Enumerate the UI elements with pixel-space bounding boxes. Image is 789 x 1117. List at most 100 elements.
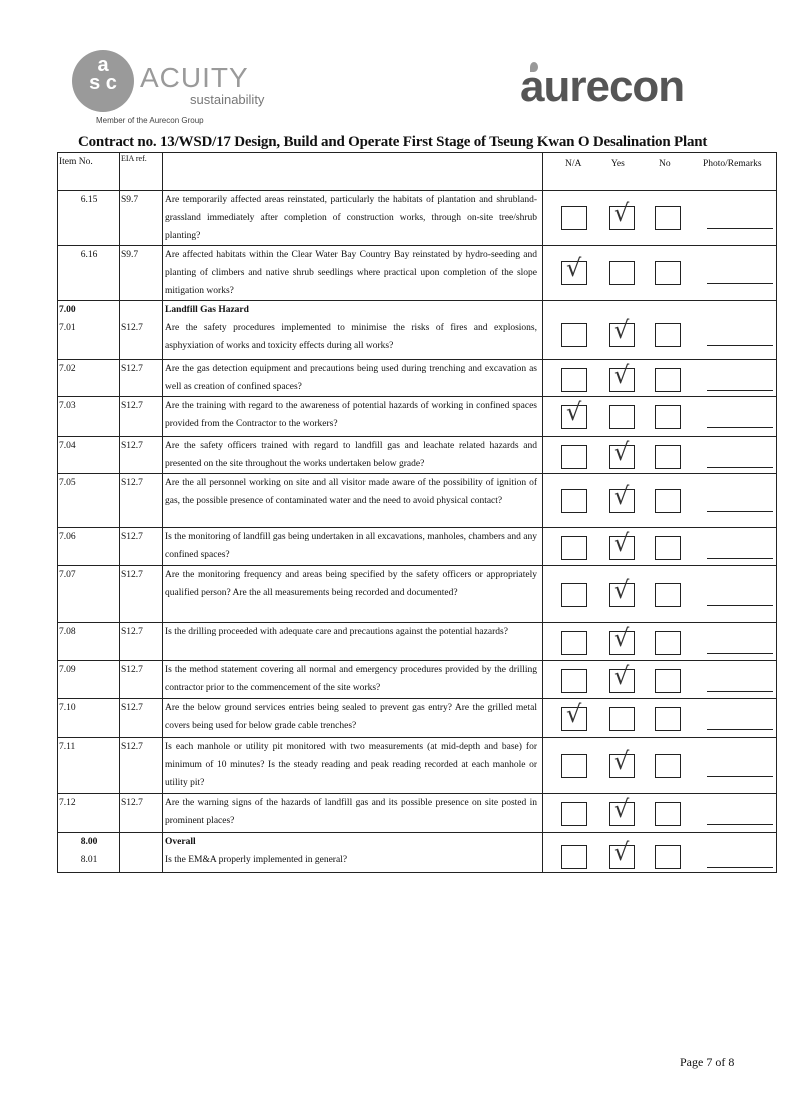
checkbox-na[interactable] — [561, 368, 587, 392]
checkbox-yes[interactable]: √ — [609, 531, 635, 560]
item-no-cell: 7.03 — [57, 396, 120, 437]
eia-ref-cell: S12.7 — [119, 527, 163, 566]
checkbox-yes[interactable]: √ — [609, 797, 635, 826]
checkbox-yes[interactable]: √ — [609, 318, 635, 347]
checkbox-no[interactable] — [655, 322, 681, 347]
checkbox-na[interactable] — [561, 631, 587, 655]
answer-cell: √ — [542, 793, 777, 833]
question-cell: Is the method statement covering all nor… — [162, 660, 543, 699]
item-number: 7.06 — [59, 532, 76, 542]
checkmark-icon: √ — [566, 254, 582, 282]
eia-ref-cell: S12.7 — [119, 396, 163, 437]
aurecon-logo: aurecon — [520, 62, 685, 111]
item-no-cell: 7.02 — [57, 359, 120, 397]
answer-cell: √ — [542, 190, 777, 246]
eia-ref-cell — [119, 832, 163, 873]
checkbox-yes[interactable] — [609, 405, 635, 429]
checkbox-yes[interactable]: √ — [609, 363, 635, 392]
eia-ref: S12.7 — [121, 364, 143, 374]
item-no-cell: 7.07 — [57, 565, 120, 623]
eia-spacer — [121, 301, 162, 319]
question-text: Are the training with regard to the awar… — [165, 401, 537, 429]
checkbox-no[interactable] — [655, 368, 681, 392]
checkbox-no[interactable] — [655, 405, 681, 429]
checkbox-na[interactable] — [561, 322, 587, 347]
checkbox-yes[interactable] — [609, 707, 635, 731]
section-title: Overall — [165, 837, 196, 847]
eia-ref: S12.7 — [121, 532, 143, 542]
answer-cell: √ — [542, 622, 777, 661]
checkbox-yes[interactable]: √ — [609, 484, 635, 513]
checklist-table: Item No. EIA ref. N/A Yes No Photo/Remar… — [57, 152, 777, 873]
question-text: Are temporarily affected areas reinstate… — [165, 195, 537, 241]
checkbox-na[interactable] — [561, 669, 587, 693]
checkbox-yes[interactable]: √ — [609, 840, 635, 869]
checkbox-na[interactable] — [561, 582, 587, 607]
eia-ref-cell: S12.7 — [119, 660, 163, 699]
checkbox-na[interactable]: √ — [561, 400, 587, 429]
eia-ref: S12.7 — [121, 798, 143, 808]
checkbox-yes[interactable]: √ — [609, 626, 635, 655]
header-remarks: Photo/Remarks — [703, 159, 762, 169]
answer-cell: √ — [542, 359, 777, 397]
question-cell: Are the all personnel working on site an… — [162, 473, 543, 528]
checkbox-yes[interactable] — [609, 261, 635, 285]
header-no: No — [659, 159, 671, 169]
checkbox-yes[interactable]: √ — [609, 440, 635, 469]
checkbox-no[interactable] — [655, 754, 681, 778]
item-no-cell: 7.04 — [57, 436, 120, 474]
checkbox-no[interactable] — [655, 845, 681, 869]
checkbox-na[interactable]: √ — [561, 702, 587, 731]
table-row: 7.00 7.01 S12.7 Landfill Gas Hazard Are the… — [57, 300, 777, 360]
remarks-line — [707, 729, 773, 730]
item-no-cell: 6.15 — [57, 190, 120, 246]
checkbox-na[interactable] — [561, 845, 587, 869]
checkbox-no[interactable] — [655, 261, 681, 285]
remarks-line — [707, 427, 773, 428]
section-number: 7.00 — [59, 305, 76, 315]
checkmark-icon: √ — [614, 315, 630, 344]
answer-cell: √ — [542, 300, 777, 360]
checkbox-na[interactable] — [561, 445, 587, 469]
checkmark-icon: √ — [614, 438, 630, 466]
item-no-cell: 7.06 — [57, 527, 120, 566]
checkbox-yes[interactable]: √ — [609, 578, 635, 607]
answer-cell: √ — [542, 473, 777, 528]
table-row: 8.00 8.01 Overall Is the EM&A properly imp… — [57, 832, 777, 873]
checkbox-no[interactable] — [655, 445, 681, 469]
checkmark-icon: √ — [566, 398, 582, 426]
checkmark-icon: √ — [614, 795, 630, 823]
checkbox-no[interactable] — [655, 489, 681, 513]
checkbox-no[interactable] — [655, 582, 681, 607]
checkbox-na[interactable] — [561, 489, 587, 513]
eia-ref-cell: S12.7 — [119, 473, 163, 528]
eia-ref-cell: S12.7 — [119, 793, 163, 833]
eia-ref-cell: S12.7 — [119, 698, 163, 738]
item-number: 6.15 — [80, 195, 98, 205]
checkbox-yes[interactable]: √ — [609, 664, 635, 693]
answer-cell: √ — [542, 737, 777, 794]
question-cell: Are the below ground services entries be… — [162, 698, 543, 738]
checkbox-no[interactable] — [655, 536, 681, 560]
checkbox-no[interactable] — [655, 669, 681, 693]
checkbox-yes[interactable]: √ — [609, 749, 635, 778]
checkbox-no[interactable] — [655, 707, 681, 731]
table-row: 7.10 S12.7 Are the below ground services e… — [57, 698, 777, 738]
checkbox-na[interactable] — [561, 205, 587, 230]
checkbox-no[interactable] — [655, 205, 681, 230]
question-cell: Are the monitoring frequency and areas b… — [162, 565, 543, 623]
checkbox-no[interactable] — [655, 802, 681, 826]
checkbox-na[interactable]: √ — [561, 256, 587, 285]
checkbox-no[interactable] — [655, 631, 681, 655]
table-row: 7.02 S12.7 Are the gas detection equipment… — [57, 359, 777, 397]
checkbox-na[interactable] — [561, 536, 587, 560]
table-row: 7.06 S12.7 Is the monitoring of landfill g… — [57, 527, 777, 566]
eia-ref: S12.7 — [121, 441, 143, 451]
checkmark-icon: √ — [614, 482, 630, 510]
eia-ref-cell: S12.7 — [119, 436, 163, 474]
checkbox-na[interactable] — [561, 802, 587, 826]
checkbox-yes[interactable]: √ — [609, 201, 635, 230]
eia-ref-cell: S9.7 — [119, 190, 163, 246]
item-number: 8.01 — [80, 855, 98, 865]
checkbox-na[interactable] — [561, 754, 587, 778]
